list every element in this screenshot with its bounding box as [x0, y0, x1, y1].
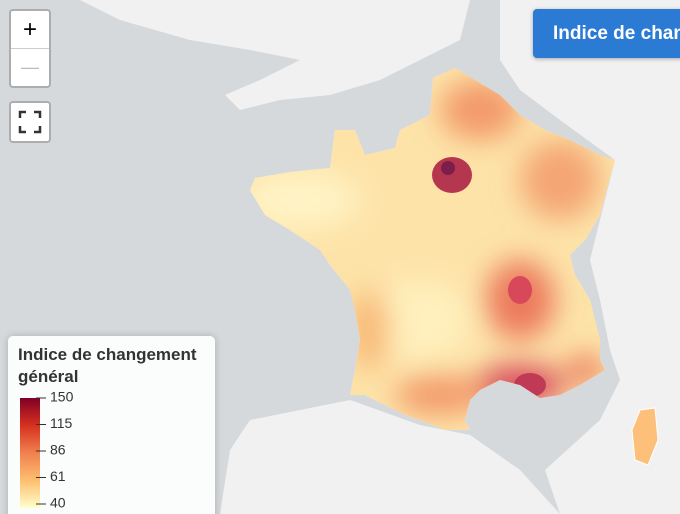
legend-tick-label: 86: [50, 442, 66, 458]
zoom-control: + —: [9, 9, 51, 88]
fullscreen-button[interactable]: [9, 101, 51, 143]
legend-tick-label: 40: [50, 495, 66, 511]
fullscreen-icon: [18, 110, 42, 134]
land: [631, 407, 659, 466]
legend-tick-label: 115: [50, 415, 73, 431]
legend-tick-label: 150: [50, 389, 74, 405]
color-bar: [20, 398, 40, 508]
land: [500, 0, 680, 514]
land: [220, 400, 560, 514]
indicator-button[interactable]: Indice de chan: [533, 9, 680, 58]
zoom-in[interactable]: +: [22, 16, 37, 43]
legend-scale: 150 115 86 61 40: [20, 389, 74, 511]
land: [80, 0, 470, 110]
legend: Indice de changement général 150 115 86 61 4…: [8, 336, 215, 514]
legend-title: Indice de changement général: [18, 345, 197, 386]
zoom-out[interactable]: —: [11, 48, 49, 86]
legend-tick-label: 61: [50, 468, 66, 484]
